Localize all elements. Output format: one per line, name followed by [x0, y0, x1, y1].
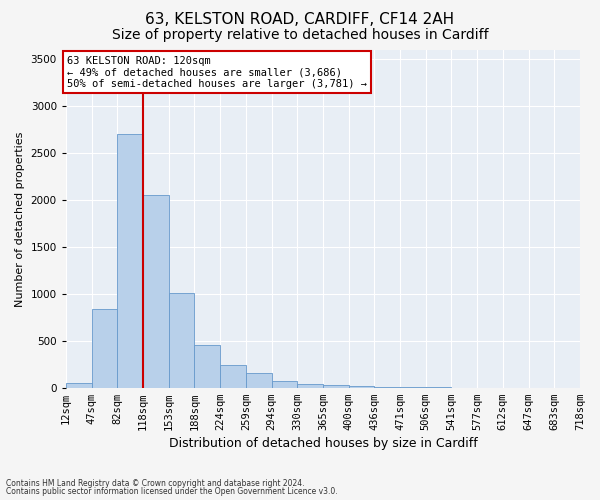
Text: 63, KELSTON ROAD, CARDIFF, CF14 2AH: 63, KELSTON ROAD, CARDIFF, CF14 2AH — [145, 12, 455, 28]
Text: Contains public sector information licensed under the Open Government Licence v3: Contains public sector information licen… — [6, 487, 338, 496]
Bar — [374, 387, 400, 388]
Bar — [117, 134, 143, 388]
Text: 63 KELSTON ROAD: 120sqm
← 49% of detached houses are smaller (3,686)
50% of semi: 63 KELSTON ROAD: 120sqm ← 49% of detache… — [67, 56, 367, 89]
Bar — [194, 345, 220, 388]
Text: Contains HM Land Registry data © Crown copyright and database right 2024.: Contains HM Land Registry data © Crown c… — [6, 478, 305, 488]
Bar — [297, 384, 323, 388]
Bar — [66, 382, 92, 388]
Y-axis label: Number of detached properties: Number of detached properties — [15, 131, 25, 306]
Bar — [246, 373, 271, 388]
Bar — [349, 386, 374, 388]
Bar — [220, 365, 246, 388]
Bar — [271, 380, 297, 388]
Bar — [400, 387, 426, 388]
Bar — [169, 293, 194, 388]
Bar — [323, 385, 349, 388]
Text: Size of property relative to detached houses in Cardiff: Size of property relative to detached ho… — [112, 28, 488, 42]
Bar — [92, 309, 117, 388]
X-axis label: Distribution of detached houses by size in Cardiff: Distribution of detached houses by size … — [169, 437, 477, 450]
Bar — [143, 196, 169, 388]
